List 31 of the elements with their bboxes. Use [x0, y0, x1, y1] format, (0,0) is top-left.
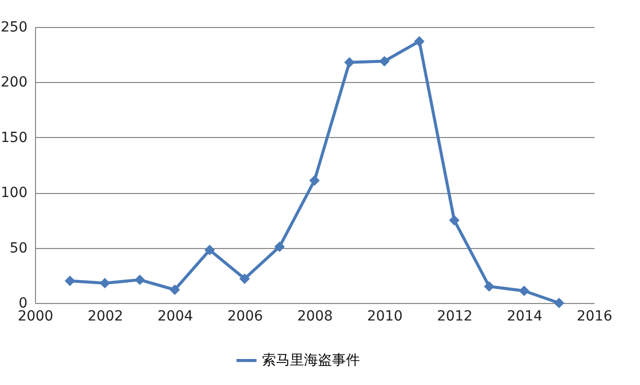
x-tick-label: 2010	[367, 308, 403, 324]
y-tick-label: 150	[0, 130, 28, 146]
y-tick-label: 200	[0, 74, 28, 91]
point	[64, 276, 76, 286]
point	[204, 244, 215, 256]
y-tick-label: 250	[0, 20, 28, 36]
x-tick-label: 2002	[88, 308, 124, 324]
point	[239, 273, 250, 284]
x-tick-label: 2004	[157, 308, 194, 324]
x-tick-label: 2008	[297, 308, 333, 324]
point	[518, 286, 530, 296]
point	[379, 56, 390, 66]
point	[274, 241, 285, 252]
point	[344, 57, 355, 68]
x-tick-label: 2012	[436, 308, 473, 324]
point	[309, 175, 320, 186]
x-tick-label: 2006	[227, 308, 264, 324]
y-tick-label: 50	[10, 240, 28, 256]
x-tick-label: 2014	[506, 308, 543, 324]
point	[449, 214, 460, 226]
x-tick-label: 2016	[576, 308, 612, 324]
y-tick-label: 0	[18, 296, 28, 312]
legend-label: 索马里海盗事件	[262, 352, 360, 368]
point	[484, 281, 494, 292]
point	[100, 278, 110, 288]
x-tick-label: 2000	[18, 308, 54, 324]
y-tick-label: 100	[0, 185, 28, 202]
point	[554, 298, 564, 308]
point	[134, 274, 146, 286]
point	[170, 284, 180, 295]
point	[414, 36, 425, 47]
